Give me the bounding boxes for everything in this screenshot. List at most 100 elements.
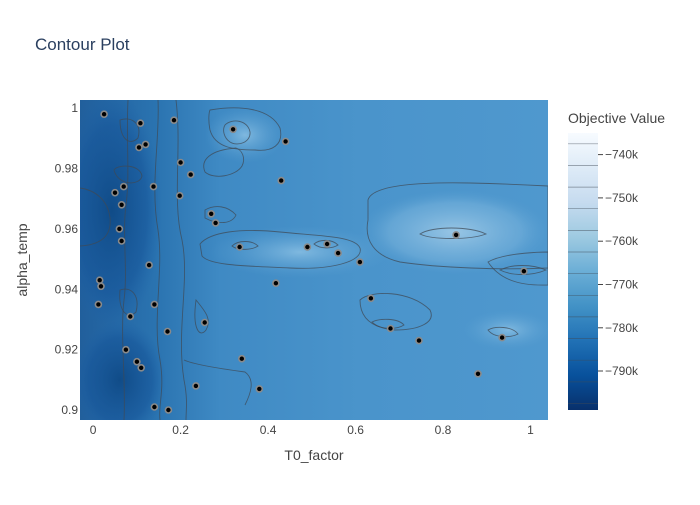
contour-line xyxy=(208,107,282,151)
trial-point[interactable] xyxy=(238,354,246,363)
contour-line xyxy=(119,118,140,142)
contour-region-dark-left-bottom xyxy=(80,320,166,420)
x-tick-label: 0.8 xyxy=(435,423,452,437)
contour-line xyxy=(113,165,143,184)
contour-shading xyxy=(80,100,548,420)
colorbar-title: Objective Value xyxy=(568,110,665,126)
colorbar-tick-label: −740k xyxy=(605,148,639,162)
trial-point[interactable] xyxy=(415,336,423,345)
contour-line xyxy=(359,292,432,331)
contour-region-dark-left xyxy=(80,100,162,330)
trial-point[interactable] xyxy=(356,258,364,266)
contour-line xyxy=(175,100,187,420)
trial-point[interactable] xyxy=(117,201,126,209)
colorbar-tick-label: −760k xyxy=(605,234,639,248)
contour-line xyxy=(80,187,111,247)
colorbar: Objective Value −740k −750k −760k −770k −780… xyxy=(568,110,665,410)
trial-point[interactable] xyxy=(334,249,342,257)
colorbar-ticks: −740k −750k −760k −770k −780k −790k xyxy=(598,148,639,378)
trial-point[interactable] xyxy=(117,237,126,245)
x-tick-label: 0 xyxy=(90,423,97,437)
contour-line xyxy=(419,227,488,239)
trial-point[interactable] xyxy=(145,261,153,269)
trial-point[interactable] xyxy=(137,363,145,372)
trial-point[interactable] xyxy=(176,158,185,167)
contour-line xyxy=(487,251,548,286)
contour-line xyxy=(154,100,163,420)
y-axis-title: alpha_temp xyxy=(14,223,30,296)
trial-point[interactable] xyxy=(122,345,130,354)
contour-line xyxy=(313,239,339,249)
x-tick-label: 0.6 xyxy=(347,423,364,437)
x-axis-title: T0_factor xyxy=(284,447,343,463)
trial-point[interactable] xyxy=(100,110,108,118)
trial-point[interactable] xyxy=(141,140,150,149)
chart-title: Contour Plot xyxy=(35,35,130,54)
contour-region-bright-right-bottom xyxy=(463,310,548,350)
trial-point[interactable] xyxy=(229,125,237,134)
trial-point[interactable] xyxy=(386,324,395,333)
colorbar-tick-label: −790k xyxy=(605,364,639,378)
y-tick-label: 0.94 xyxy=(55,282,79,296)
trial-point[interactable] xyxy=(119,182,128,191)
trial-point[interactable] xyxy=(111,188,119,197)
x-tick-label: 0.2 xyxy=(172,423,189,437)
colorbar-tick-label: −750k xyxy=(605,191,639,205)
y-tick-label: 1 xyxy=(71,101,78,115)
colorbar-tick-label: −780k xyxy=(605,321,639,335)
trial-point[interactable] xyxy=(170,116,178,124)
trial-point[interactable] xyxy=(323,240,331,248)
trial-point[interactable] xyxy=(133,357,141,366)
trial-point[interactable] xyxy=(149,182,158,191)
trial-point[interactable] xyxy=(200,318,209,327)
contour-line xyxy=(119,288,138,316)
trial-point[interactable] xyxy=(211,219,220,227)
trial-point[interactable] xyxy=(520,267,528,276)
trial-point[interactable] xyxy=(474,369,482,378)
trial-point[interactable] xyxy=(163,327,172,336)
contour-line xyxy=(199,230,361,269)
trial-point[interactable] xyxy=(115,225,124,233)
colorbar-tick-label: −770k xyxy=(605,278,639,292)
trial-point[interactable] xyxy=(150,300,159,309)
trial-point[interactable] xyxy=(192,382,200,390)
contour-line xyxy=(223,120,251,145)
trial-point[interactable] xyxy=(136,119,145,127)
trial-point[interactable] xyxy=(186,170,195,179)
trial-point[interactable] xyxy=(235,243,244,251)
contour-line xyxy=(122,100,129,420)
trial-point[interactable] xyxy=(175,191,184,200)
trial-point[interactable] xyxy=(126,312,135,321)
x-axis: 0 0.2 0.4 0.6 0.8 1 xyxy=(90,423,534,437)
contour-line xyxy=(371,318,405,329)
contour-line xyxy=(203,147,245,177)
trial-point[interactable] xyxy=(255,385,264,393)
trial-point[interactable] xyxy=(207,210,215,218)
trial-point[interactable] xyxy=(94,300,103,309)
trial-point[interactable] xyxy=(281,137,290,146)
contour-region-bright-top xyxy=(205,107,285,163)
trial-point[interactable] xyxy=(452,231,460,239)
y-axis: 0.9 0.92 0.94 0.96 0.98 1 xyxy=(55,101,79,417)
trial-point[interactable] xyxy=(150,403,159,411)
trial-point[interactable] xyxy=(135,143,143,152)
colorbar-scale xyxy=(568,133,598,410)
contour-line xyxy=(498,265,548,275)
trial-point[interactable] xyxy=(277,176,286,185)
trial-point[interactable] xyxy=(303,243,312,251)
trial-point[interactable] xyxy=(164,406,173,414)
trial-point[interactable] xyxy=(95,276,104,285)
trial-points xyxy=(94,110,528,414)
y-tick-label: 0.96 xyxy=(55,222,79,236)
trial-point[interactable] xyxy=(272,279,280,288)
trial-point[interactable] xyxy=(97,282,105,291)
y-tick-label: 0.98 xyxy=(55,162,79,176)
trial-point[interactable] xyxy=(367,294,375,303)
plot-area xyxy=(80,100,548,420)
x-tick-label: 0.4 xyxy=(260,423,277,437)
trial-point[interactable] xyxy=(498,333,506,342)
contour-lines xyxy=(80,100,548,420)
contour-line xyxy=(183,359,252,406)
